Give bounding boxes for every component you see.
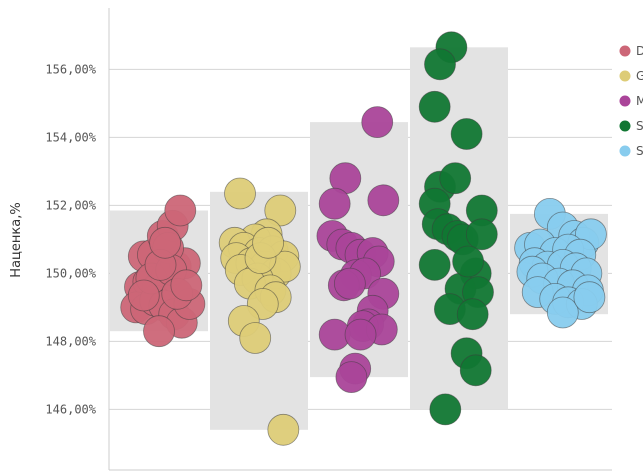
y-tick-label: 146,00% [45, 402, 96, 416]
legend-label: S [636, 119, 643, 133]
data-point[interactable] [252, 226, 285, 259]
legend-swatch [619, 120, 631, 132]
data-point[interactable] [418, 248, 451, 281]
data-point[interactable] [573, 281, 606, 314]
data-point[interactable] [333, 267, 366, 300]
data-point[interactable] [239, 322, 272, 354]
data-point[interactable] [318, 187, 351, 220]
axes [108, 8, 612, 471]
data-point[interactable] [456, 298, 489, 331]
data-point[interactable] [439, 162, 472, 195]
data-point[interactable] [429, 393, 462, 426]
y-tick-label: 152,00% [45, 198, 96, 212]
data-point[interactable] [267, 413, 300, 446]
data-points [120, 31, 607, 446]
y-tick-label: 150,00% [45, 266, 96, 280]
data-point[interactable] [164, 194, 197, 227]
legend-swatch [619, 70, 631, 82]
data-point[interactable] [143, 315, 175, 348]
data-point[interactable] [459, 354, 492, 387]
legend-label: D [636, 44, 643, 58]
y-axis-title: Наценка,% [9, 202, 24, 277]
legend-label: G [636, 69, 643, 83]
data-point[interactable] [465, 218, 498, 251]
y-tick-label: 156,00% [45, 62, 96, 76]
legend-label: S [636, 144, 643, 158]
legend-swatch [619, 95, 631, 107]
data-point[interactable] [224, 177, 256, 210]
legend-label: M [636, 94, 643, 108]
y-tick-labels: 146,00% 148,00% 150,00% 152,00% 154,00% 156,0… [45, 62, 96, 416]
legend-swatch [619, 45, 631, 57]
data-point[interactable] [452, 245, 485, 278]
data-point[interactable] [344, 318, 377, 351]
data-point[interactable] [361, 106, 394, 138]
data-point[interactable] [264, 194, 297, 227]
data-point[interactable] [546, 296, 579, 329]
data-point[interactable] [367, 184, 400, 217]
y-tick-label: 148,00% [45, 334, 96, 348]
data-point[interactable] [170, 269, 203, 302]
data-point[interactable] [149, 226, 181, 259]
y-tick-label: 154,00% [45, 130, 96, 144]
data-point[interactable] [335, 361, 368, 394]
legend-swatch [619, 145, 631, 157]
data-point[interactable] [424, 48, 456, 81]
data-point[interactable] [418, 90, 451, 123]
data-point[interactable] [450, 118, 483, 150]
data-point[interactable] [127, 279, 160, 312]
